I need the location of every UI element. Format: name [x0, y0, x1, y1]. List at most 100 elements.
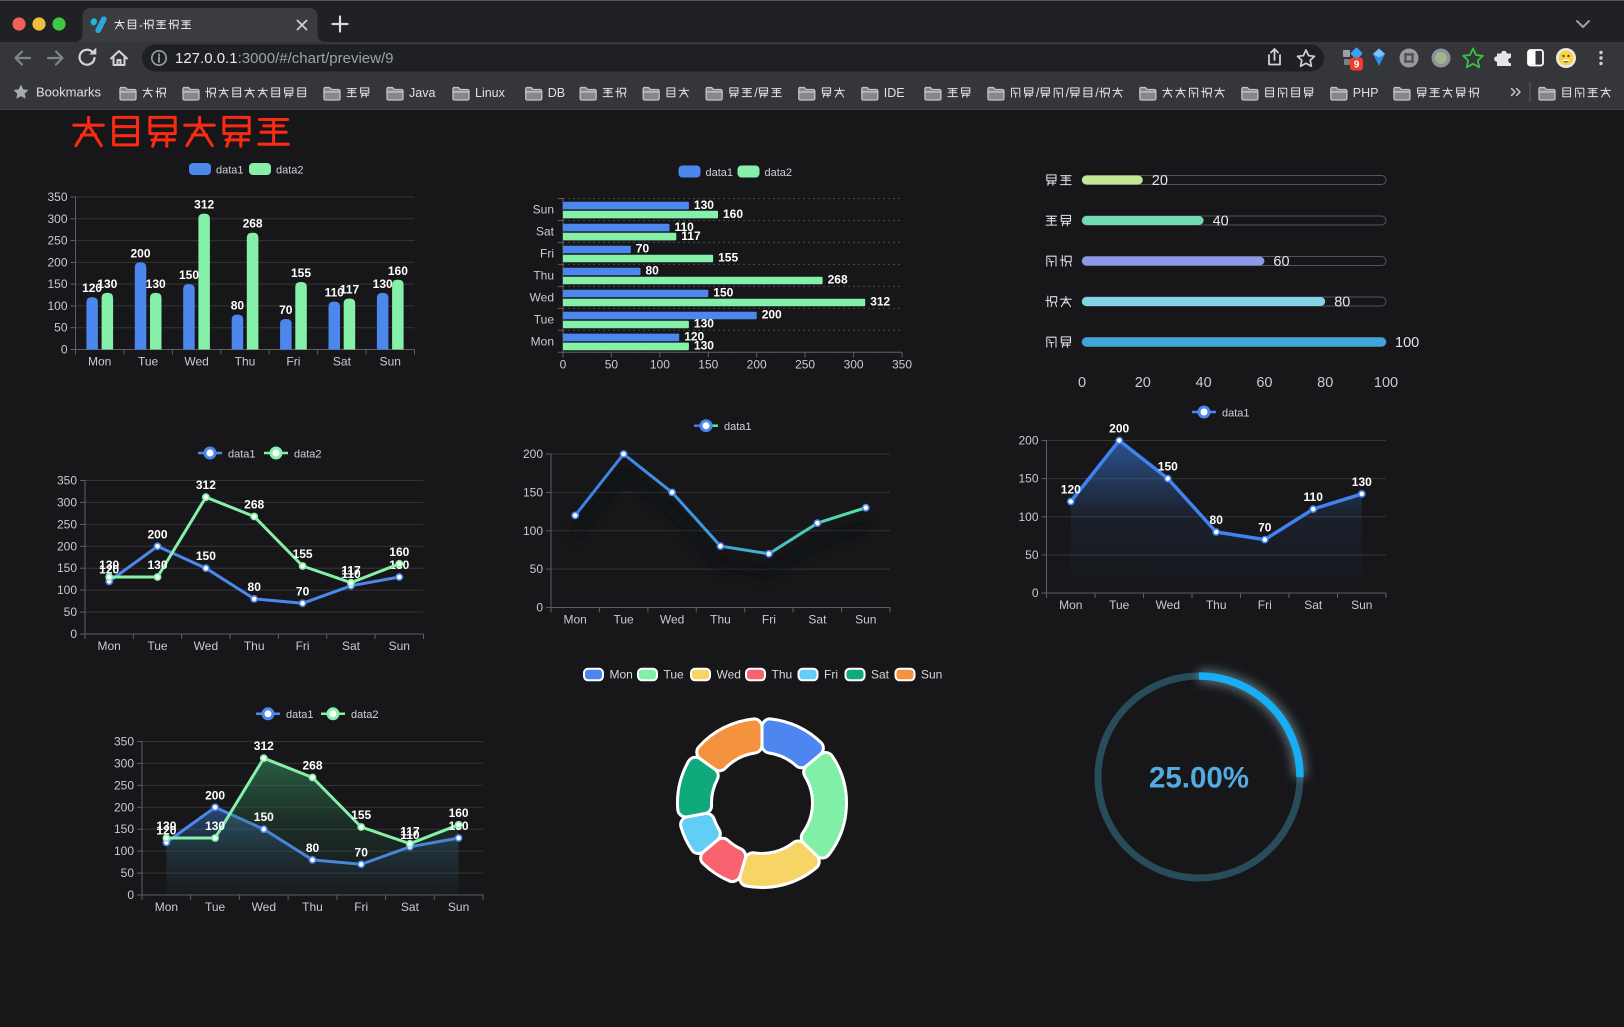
svg-text:110: 110	[341, 567, 361, 581]
svg-text:150: 150	[196, 549, 216, 563]
svg-text:160: 160	[723, 207, 743, 221]
svg-text:312: 312	[870, 295, 890, 309]
svg-text:DB: DB	[548, 86, 565, 100]
svg-text:70: 70	[636, 242, 650, 256]
svg-text:60: 60	[1273, 254, 1289, 270]
svg-text:300: 300	[844, 357, 864, 371]
svg-text:Mon: Mon	[1059, 598, 1082, 612]
svg-text:Tue: Tue	[1109, 598, 1130, 612]
svg-text:-: -	[139, 18, 143, 32]
svg-text:Tue: Tue	[205, 900, 226, 914]
svg-text:50: 50	[64, 605, 78, 619]
svg-text:110: 110	[1304, 490, 1324, 504]
svg-text:40: 40	[1196, 375, 1212, 391]
svg-text:100: 100	[1018, 510, 1038, 524]
svg-text:Mon: Mon	[531, 334, 554, 348]
svg-text:Fri: Fri	[296, 639, 310, 653]
svg-text:/: /	[754, 86, 758, 100]
svg-text:0: 0	[70, 627, 77, 641]
svg-text:25.00%: 25.00%	[1149, 762, 1249, 795]
svg-text:110: 110	[400, 828, 420, 842]
svg-text:250: 250	[47, 234, 67, 248]
svg-text:Tue: Tue	[613, 613, 634, 627]
svg-text:Fri: Fri	[762, 613, 776, 627]
svg-text:268: 268	[828, 273, 848, 287]
svg-text:120: 120	[156, 823, 176, 837]
svg-text:100: 100	[47, 299, 67, 313]
svg-text:Sun: Sun	[448, 900, 469, 914]
svg-text:60: 60	[1256, 375, 1272, 391]
svg-text:130: 130	[147, 558, 167, 572]
svg-text:Wed: Wed	[194, 639, 218, 653]
svg-text:/: /	[1066, 86, 1070, 100]
svg-text:155: 155	[291, 266, 311, 280]
svg-text:50: 50	[121, 866, 135, 880]
svg-text:130: 130	[97, 277, 117, 291]
svg-text:200: 200	[47, 255, 67, 269]
svg-text:PHP: PHP	[1353, 86, 1379, 100]
svg-text:0: 0	[1032, 586, 1039, 600]
svg-text:70: 70	[1258, 521, 1272, 535]
svg-text:130: 130	[694, 339, 714, 353]
svg-text:100: 100	[57, 583, 77, 597]
svg-text:Bookmarks: Bookmarks	[36, 85, 102, 100]
svg-text:Sat: Sat	[342, 639, 361, 653]
svg-text:data1: data1	[724, 421, 752, 433]
svg-text:Thu: Thu	[235, 355, 256, 369]
svg-text:Sun: Sun	[855, 613, 876, 627]
svg-text:200: 200	[523, 447, 543, 461]
svg-text:200: 200	[205, 788, 225, 802]
svg-text:80: 80	[248, 580, 262, 594]
svg-text:150: 150	[1018, 472, 1038, 486]
svg-text:0: 0	[1078, 375, 1086, 391]
svg-text:300: 300	[114, 756, 134, 770]
svg-text:300: 300	[47, 212, 67, 226]
svg-text:20: 20	[1135, 375, 1151, 391]
svg-text:312: 312	[196, 478, 216, 492]
svg-text:130: 130	[694, 198, 714, 212]
svg-text:200: 200	[147, 527, 167, 541]
svg-text:Tue: Tue	[664, 668, 685, 682]
svg-text:120: 120	[99, 562, 119, 576]
svg-text:Wed: Wed	[717, 668, 741, 682]
svg-text:200: 200	[1018, 434, 1038, 448]
svg-text:350: 350	[57, 474, 77, 488]
svg-text:250: 250	[57, 517, 77, 531]
svg-text:20: 20	[1152, 173, 1168, 189]
svg-text:IDE: IDE	[884, 86, 905, 100]
svg-text:200: 200	[747, 357, 767, 371]
svg-text:Sat: Sat	[808, 613, 827, 627]
svg-text:Mon: Mon	[98, 639, 121, 653]
svg-text:50: 50	[1025, 548, 1039, 562]
svg-text:Wed: Wed	[530, 290, 554, 304]
svg-text:160: 160	[449, 806, 469, 820]
svg-text:127.0.0.1:3000/#/chart/preview: 127.0.0.1:3000/#/chart/preview/9	[175, 50, 394, 67]
svg-text:268: 268	[302, 759, 322, 773]
svg-text:110: 110	[675, 220, 695, 234]
svg-text:350: 350	[47, 190, 67, 204]
svg-text:70: 70	[296, 584, 310, 598]
svg-text:200: 200	[130, 246, 150, 260]
svg-text:Thu: Thu	[710, 613, 731, 627]
svg-text:Fri: Fri	[540, 246, 554, 260]
svg-text:Wed: Wed	[1156, 598, 1180, 612]
svg-text:100: 100	[523, 524, 543, 538]
svg-text:155: 155	[718, 251, 738, 265]
svg-text:117: 117	[341, 564, 361, 578]
svg-text:Thu: Thu	[244, 639, 265, 653]
svg-text:350: 350	[892, 357, 912, 371]
svg-text:Sat: Sat	[333, 355, 352, 369]
svg-text:80: 80	[1334, 295, 1350, 311]
svg-text:Thu: Thu	[1206, 598, 1227, 612]
svg-text:268: 268	[243, 217, 263, 231]
svg-text:Java: Java	[409, 86, 435, 100]
svg-text:Tue: Tue	[534, 312, 555, 326]
svg-text:130: 130	[156, 819, 176, 833]
svg-text:Sun: Sun	[533, 203, 554, 217]
svg-text:130: 130	[694, 317, 714, 331]
svg-text:0: 0	[61, 343, 68, 357]
svg-text:150: 150	[47, 277, 67, 291]
svg-text:150: 150	[713, 286, 733, 300]
svg-text:Sat: Sat	[871, 668, 890, 682]
svg-text:Sun: Sun	[921, 668, 942, 682]
